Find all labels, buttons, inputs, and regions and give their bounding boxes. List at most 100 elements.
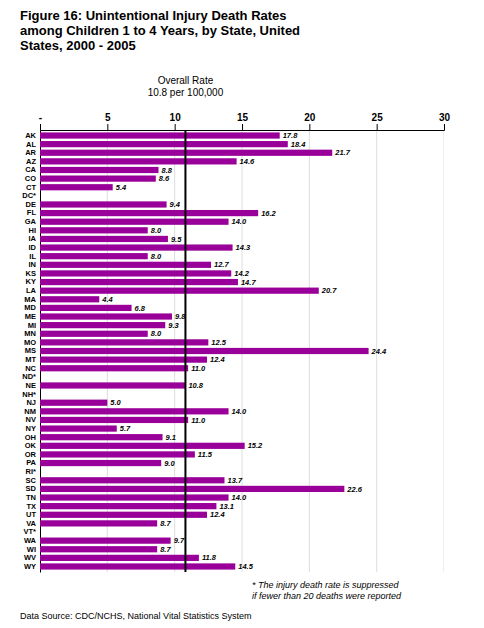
data-label: 8.0 [151, 329, 162, 338]
x-tick-label: 20 [304, 112, 316, 123]
data-label: 14.5 [238, 562, 253, 571]
text-line: if fewer than 20 deaths were reported [252, 591, 402, 601]
bar [40, 210, 258, 216]
x-tick-label: 5 [105, 112, 111, 123]
data-label: 15.2 [248, 441, 263, 450]
data-label: 9.5 [171, 235, 182, 244]
grid-line [444, 130, 445, 572]
y-tick-label: WY [24, 562, 36, 571]
data-label: 8.7 [160, 519, 171, 528]
bar [40, 365, 188, 371]
bar [40, 227, 148, 233]
text-line: 10.8 per 100,000 [148, 87, 224, 98]
x-tick-mark [377, 124, 378, 130]
x-tick-label: 10 [170, 112, 182, 123]
bar [40, 270, 231, 276]
bar [40, 460, 161, 466]
x-tick: 30 [439, 112, 451, 130]
data-label: 9.4 [170, 200, 181, 209]
data-label: 14.0 [232, 407, 247, 416]
data-label: 8.0 [151, 226, 162, 235]
bar [40, 555, 199, 561]
x-tick-mark [107, 124, 108, 130]
x-tick-mark [309, 124, 310, 130]
bar [40, 417, 188, 423]
data-label: 16.2 [261, 209, 276, 218]
data-label: 9.0 [164, 459, 175, 468]
bar [40, 348, 369, 354]
bar [40, 331, 148, 337]
data-label: 9.1 [166, 433, 176, 442]
chart: Figure 16: Unintentional Injury Death Ra… [0, 0, 484, 628]
x-tick-mark [444, 124, 445, 130]
bar [40, 400, 107, 406]
data-label: 14.3 [236, 243, 251, 252]
data-label: 5.0 [110, 398, 121, 407]
text-line: * The injury death rate is suppressed [252, 580, 400, 590]
bar [40, 176, 156, 182]
x-tick: 10 [170, 112, 182, 130]
x-tick-label: 30 [439, 112, 451, 123]
data-label: 12.4 [210, 510, 225, 519]
data-label: 12.5 [211, 338, 226, 347]
bar [40, 236, 168, 242]
bar [40, 296, 99, 302]
data-label: 10.8 [188, 381, 203, 390]
data-label: 9.3 [168, 321, 179, 330]
x-axis-line [41, 124, 445, 131]
x-tick: 5 [105, 112, 111, 130]
plot: -51015202530AKALARAZCACOCTDC*DEFLGAHIIAI… [22, 75, 450, 573]
data-label: 8.0 [151, 252, 162, 261]
x-tick-label: 25 [372, 112, 384, 123]
bar [40, 305, 132, 311]
bar [40, 563, 235, 569]
data-labels: 17.818.421.714.68.88.65.49.416.214.08.09… [101, 131, 387, 571]
bar [40, 434, 163, 440]
data-label: 8.7 [160, 545, 171, 554]
bar [40, 520, 157, 526]
bar [40, 486, 344, 492]
bar [40, 339, 208, 345]
data-label: 11.8 [202, 553, 217, 562]
bar [40, 382, 185, 388]
x-tick-mark [175, 124, 176, 130]
x-tick-mark [242, 124, 243, 130]
bar [40, 158, 237, 164]
bar [40, 494, 229, 500]
data-label: 5.4 [116, 183, 127, 192]
text-line: States, 2000 - 2005 [20, 38, 136, 53]
x-tick-mark [40, 124, 41, 130]
title: Figure 16: Unintentional Injury Death Ra… [20, 8, 300, 53]
data-label: 12.7 [214, 260, 229, 269]
bar [40, 141, 288, 147]
data-label: 13.7 [227, 476, 242, 485]
bar [40, 512, 207, 518]
annotations: Overall Rate10.8 per 100,000 [148, 75, 224, 98]
overall-rate-label: Overall Rate10.8 per 100,000 [148, 75, 224, 98]
bar [40, 408, 229, 414]
x-tick: 15 [237, 112, 249, 130]
x-tick-label: 15 [237, 112, 249, 123]
bar [40, 201, 167, 207]
source: Data Source: CDC/NCHS, National Vital St… [20, 611, 251, 621]
bar [40, 253, 148, 259]
data-label: 12.4 [210, 355, 225, 364]
y-axis: AKALARAZCACOCTDC*DEFLGAHIIAIDILINKSKYLAM… [22, 131, 40, 573]
bar [40, 167, 159, 173]
data-label: 4.4 [101, 295, 113, 304]
data-label: 11.0 [191, 416, 206, 425]
grid [40, 130, 444, 572]
bars [40, 132, 369, 569]
data-label: 6.8 [135, 304, 146, 313]
bar [40, 219, 229, 225]
data-label: 24.4 [371, 347, 387, 356]
data-label: 21.7 [334, 148, 350, 157]
data-label: 9.7 [174, 536, 185, 545]
data-label: 14.6 [240, 157, 255, 166]
data-label: 11.5 [198, 450, 213, 459]
bar [40, 538, 171, 544]
bar [40, 546, 157, 552]
data-label: 11.0 [191, 364, 206, 373]
reference [185, 130, 186, 572]
data-label: 8.6 [159, 174, 170, 183]
